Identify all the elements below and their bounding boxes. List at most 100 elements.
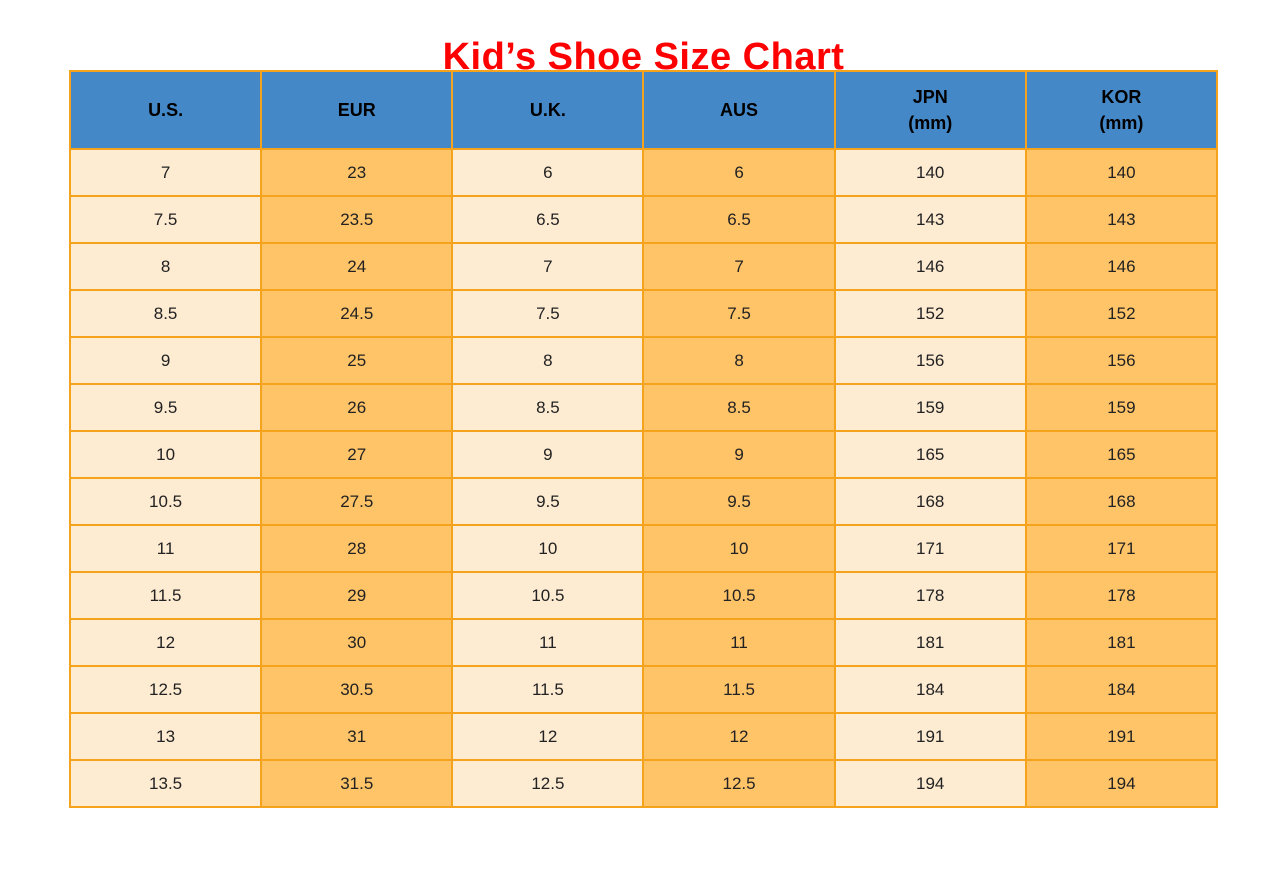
size-cell-kor-mm: 165 xyxy=(1024,430,1219,479)
table-row: 7.5 23.5 6.5 6.5 143 143 xyxy=(68,195,1219,244)
size-cell-eur: 23.5 xyxy=(260,195,454,244)
size-cell-aus: 9.5 xyxy=(642,477,836,526)
size-cell-uk: 9.5 xyxy=(451,477,645,526)
size-cell-uk: 7 xyxy=(451,242,645,291)
size-cell-aus: 8.5 xyxy=(642,383,836,432)
size-cell-eur: 30 xyxy=(260,618,454,667)
header-row: U.S. EUR U.K. AUS JPN (mm) KOR (mm) xyxy=(68,70,1219,150)
size-cell-us: 10.5 xyxy=(68,477,263,526)
size-cell-kor-mm: 140 xyxy=(1024,148,1219,197)
column-header-us: U.S. xyxy=(68,70,263,150)
column-header-kor-mm: KOR (mm) xyxy=(1024,70,1219,150)
size-cell-aus: 8 xyxy=(642,336,836,385)
size-cell-aus: 12 xyxy=(642,712,836,761)
size-cell-jpn-mm: 140 xyxy=(833,148,1027,197)
size-cell-jpn-mm: 152 xyxy=(833,289,1027,338)
table-row: 9.5 26 8.5 8.5 159 159 xyxy=(68,383,1219,432)
size-cell-aus: 11.5 xyxy=(642,665,836,714)
table-row: 8.5 24.5 7.5 7.5 152 152 xyxy=(68,289,1219,338)
size-cell-eur: 27 xyxy=(260,430,454,479)
size-cell-eur: 31.5 xyxy=(260,759,454,808)
size-cell-jpn-mm: 159 xyxy=(833,383,1027,432)
shoe-size-table: U.S. EUR U.K. AUS JPN (mm) KOR (mm) 7 23 6 6 140 1… xyxy=(68,70,1219,808)
size-cell-eur: 30.5 xyxy=(260,665,454,714)
size-cell-kor-mm: 184 xyxy=(1024,665,1219,714)
size-cell-kor-mm: 191 xyxy=(1024,712,1219,761)
size-cell-uk: 8.5 xyxy=(451,383,645,432)
size-cell-jpn-mm: 143 xyxy=(833,195,1027,244)
table-row: 11.5 29 10.5 10.5 178 178 xyxy=(68,571,1219,620)
size-cell-uk: 10.5 xyxy=(451,571,645,620)
size-cell-eur: 26 xyxy=(260,383,454,432)
size-cell-uk: 11.5 xyxy=(451,665,645,714)
column-header-uk: U.K. xyxy=(451,70,645,150)
size-cell-jpn-mm: 178 xyxy=(833,571,1027,620)
size-cell-jpn-mm: 146 xyxy=(833,242,1027,291)
size-cell-uk: 11 xyxy=(451,618,645,667)
size-cell-eur: 29 xyxy=(260,571,454,620)
size-cell-uk: 6 xyxy=(451,148,645,197)
size-cell-kor-mm: 156 xyxy=(1024,336,1219,385)
size-cell-uk: 12.5 xyxy=(451,759,645,808)
size-cell-us: 10 xyxy=(68,430,263,479)
size-cell-aus: 7 xyxy=(642,242,836,291)
size-cell-uk: 9 xyxy=(451,430,645,479)
size-cell-kor-mm: 181 xyxy=(1024,618,1219,667)
size-cell-us: 8 xyxy=(68,242,263,291)
size-cell-aus: 10.5 xyxy=(642,571,836,620)
size-cell-jpn-mm: 191 xyxy=(833,712,1027,761)
column-header-jpn-mm: JPN (mm) xyxy=(833,70,1027,150)
size-cell-us: 11.5 xyxy=(68,571,263,620)
size-cell-kor-mm: 171 xyxy=(1024,524,1219,573)
size-cell-eur: 27.5 xyxy=(260,477,454,526)
size-cell-us: 13 xyxy=(68,712,263,761)
column-header-aus: AUS xyxy=(642,70,836,150)
size-cell-uk: 10 xyxy=(451,524,645,573)
size-cell-aus: 12.5 xyxy=(642,759,836,808)
table-row: 10 27 9 9 165 165 xyxy=(68,430,1219,479)
size-cell-uk: 12 xyxy=(451,712,645,761)
size-cell-jpn-mm: 184 xyxy=(833,665,1027,714)
size-cell-eur: 23 xyxy=(260,148,454,197)
size-cell-kor-mm: 143 xyxy=(1024,195,1219,244)
size-cell-aus: 9 xyxy=(642,430,836,479)
table-row: 12.5 30.5 11.5 11.5 184 184 xyxy=(68,665,1219,714)
size-cell-aus: 6.5 xyxy=(642,195,836,244)
table-body: 7 23 6 6 140 140 7.5 23.5 6.5 6.5 143 143 8 24 7 7 146 14… xyxy=(68,148,1219,808)
table-row: 11 28 10 10 171 171 xyxy=(68,524,1219,573)
size-cell-jpn-mm: 165 xyxy=(833,430,1027,479)
size-cell-us: 7 xyxy=(68,148,263,197)
size-cell-jpn-mm: 171 xyxy=(833,524,1027,573)
column-header-eur: EUR xyxy=(260,70,454,150)
size-cell-aus: 7.5 xyxy=(642,289,836,338)
size-cell-eur: 25 xyxy=(260,336,454,385)
table-header-row: U.S. EUR U.K. AUS JPN (mm) KOR (mm) xyxy=(68,70,1219,150)
size-cell-us: 7.5 xyxy=(68,195,263,244)
size-cell-us: 12 xyxy=(68,618,263,667)
size-cell-us: 9.5 xyxy=(68,383,263,432)
size-cell-eur: 31 xyxy=(260,712,454,761)
size-cell-uk: 7.5 xyxy=(451,289,645,338)
size-cell-eur: 24 xyxy=(260,242,454,291)
page-title: Kid’s Shoe Size Chart xyxy=(442,36,845,78)
table-row: 8 24 7 7 146 146 xyxy=(68,242,1219,291)
size-cell-eur: 24.5 xyxy=(260,289,454,338)
size-cell-us: 11 xyxy=(68,524,263,573)
size-cell-aus: 11 xyxy=(642,618,836,667)
size-cell-kor-mm: 159 xyxy=(1024,383,1219,432)
size-cell-us: 8.5 xyxy=(68,289,263,338)
size-cell-uk: 8 xyxy=(451,336,645,385)
table-row: 7 23 6 6 140 140 xyxy=(68,148,1219,197)
size-cell-jpn-mm: 181 xyxy=(833,618,1027,667)
size-cell-jpn-mm: 194 xyxy=(833,759,1027,808)
size-cell-kor-mm: 194 xyxy=(1024,759,1219,808)
size-cell-kor-mm: 178 xyxy=(1024,571,1219,620)
size-cell-kor-mm: 146 xyxy=(1024,242,1219,291)
size-cell-kor-mm: 168 xyxy=(1024,477,1219,526)
table-row: 13 31 12 12 191 191 xyxy=(68,712,1219,761)
table-row: 9 25 8 8 156 156 xyxy=(68,336,1219,385)
table-row: 12 30 11 11 181 181 xyxy=(68,618,1219,667)
size-cell-us: 9 xyxy=(68,336,263,385)
size-cell-us: 12.5 xyxy=(68,665,263,714)
table-row: 13.5 31.5 12.5 12.5 194 194 xyxy=(68,759,1219,808)
